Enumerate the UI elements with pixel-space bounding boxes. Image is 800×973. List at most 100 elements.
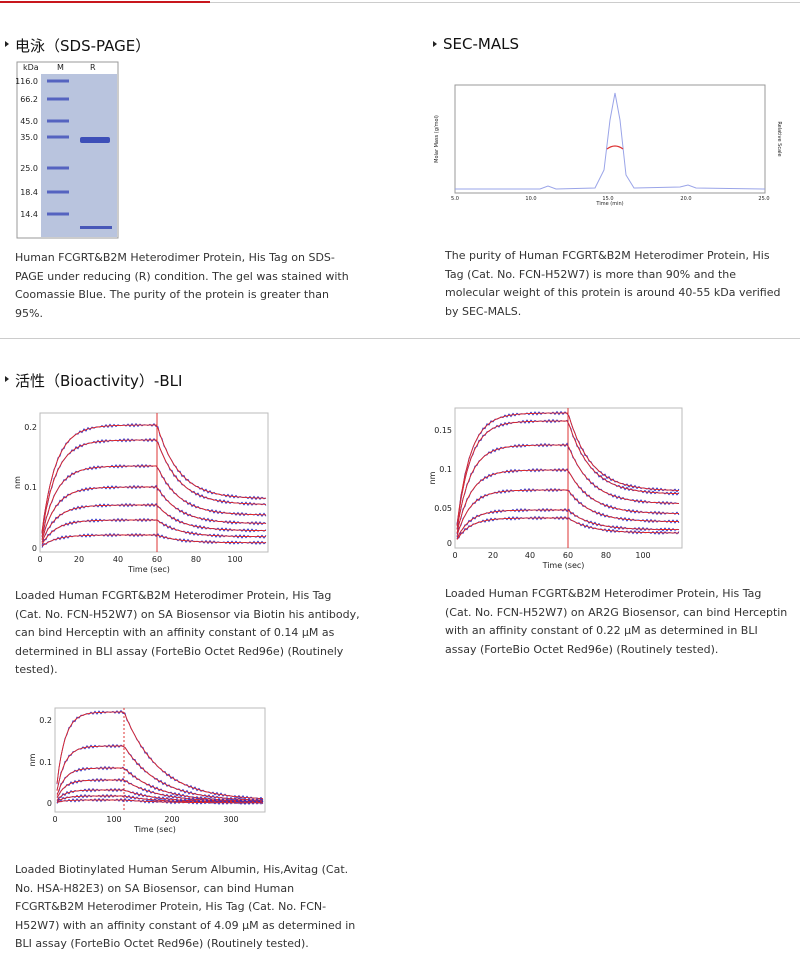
tick-label: 80 xyxy=(601,551,611,560)
marker-band xyxy=(47,190,69,194)
axis-label: nm xyxy=(13,476,22,489)
axis-label: Time (sec) xyxy=(127,565,170,574)
sensorgram xyxy=(56,767,263,802)
caption: Human FCGRT&B2M Heterodimer Protein, His… xyxy=(15,251,349,320)
marker-band xyxy=(47,119,69,123)
tick-label: 20.0 xyxy=(680,196,691,202)
tick-label: 0.2 xyxy=(24,423,37,432)
sensorgram xyxy=(456,420,679,527)
tick-label: 25.0 xyxy=(758,196,769,202)
marker-band xyxy=(47,135,69,139)
tick-label: 0 xyxy=(37,555,42,564)
sensorgram xyxy=(56,711,264,800)
sensorgram xyxy=(456,517,679,540)
axis-label: Time (sec) xyxy=(542,561,585,570)
tick-label: 0 xyxy=(52,815,57,824)
section-heading: 活性（Bioactivity）-BLI xyxy=(4,372,183,390)
sensorgram xyxy=(41,502,267,543)
band xyxy=(80,137,110,143)
tick-label: 15.0 xyxy=(602,196,613,202)
sensorgram xyxy=(41,437,267,534)
sensorgram xyxy=(456,489,680,536)
marker-band xyxy=(47,79,69,83)
caption: Loaded Human FCGRT&B2M Heterodimer Prote… xyxy=(445,587,788,656)
axis-label: Relative Scale xyxy=(776,121,782,156)
axis-label: nm xyxy=(428,471,437,484)
trace xyxy=(606,145,624,150)
tick-label: 200 xyxy=(164,815,179,824)
caption: Loaded Biotinylated Human Serum Albumin,… xyxy=(15,863,356,950)
caption: Loaded Human FCGRT&B2M Heterodimer Prote… xyxy=(15,589,360,676)
tick-label: 0 xyxy=(47,799,52,808)
caption: The purity of Human FCGRT&B2M Heterodime… xyxy=(445,249,781,318)
sensorgram xyxy=(41,519,266,545)
marker-band xyxy=(47,212,69,216)
plot-frame xyxy=(454,84,766,194)
sensorgram xyxy=(41,465,266,538)
tick-label: 0.05 xyxy=(434,504,452,513)
gel-header: R xyxy=(90,63,96,72)
axis-label: Time (sec) xyxy=(133,825,176,834)
tick-label: 100 xyxy=(106,815,121,824)
section-heading: SEC-MALS xyxy=(433,35,519,53)
tick-label: 100 xyxy=(227,555,242,564)
sensorgram xyxy=(41,439,266,534)
marker-label: 25.0 xyxy=(20,164,38,173)
marker-label: 45.0 xyxy=(20,117,38,126)
sensorgram xyxy=(56,799,263,804)
gel-body xyxy=(41,74,117,237)
bli-chart: 0 0.05 0.1 0.15 0 20 40 60 80 100 Time (sec) nm xyxy=(428,407,683,570)
tick-label: 0.2 xyxy=(39,716,52,725)
sensorgram xyxy=(41,486,266,541)
bli-chart: 0 0.1 0.2 0 20 40 60 80 100 Time (sec) nm xyxy=(13,412,269,574)
tick-label: 0 xyxy=(447,539,452,548)
sensorgram xyxy=(456,412,679,526)
tick-label: 0.1 xyxy=(24,483,37,492)
sec-chart: Molar Mass (g/mol) Relative Scale Time (… xyxy=(434,84,782,207)
trace xyxy=(455,92,766,190)
band xyxy=(80,226,112,229)
tick-label: 0.15 xyxy=(434,426,452,435)
tick-label: 0 xyxy=(452,551,457,560)
tick-label: 0 xyxy=(32,544,37,553)
top-accent xyxy=(0,1,210,3)
tick-label: 20 xyxy=(74,555,84,564)
marker-band xyxy=(47,166,69,170)
bli-chart: 0 0.1 0.2 0 100 200 300 Time (sec) nm xyxy=(28,707,266,834)
tick-label: 100 xyxy=(635,551,650,560)
tick-label: 40 xyxy=(113,555,123,564)
tick-label: 0.1 xyxy=(439,465,452,474)
divider xyxy=(0,338,800,339)
sensorgram xyxy=(456,444,680,530)
tick-label: 40 xyxy=(525,551,535,560)
gel-header: kDa xyxy=(23,63,39,72)
axis-label: Molar Mass (g/mol) xyxy=(434,115,440,163)
sensorgram xyxy=(56,745,263,801)
tick-label: 300 xyxy=(223,815,238,824)
section-heading: 电泳（SDS-PAGE） xyxy=(4,37,151,55)
marker-label: 14.4 xyxy=(20,210,38,219)
tick-label: 10.0 xyxy=(525,196,536,202)
marker-label: 66.2 xyxy=(20,95,38,104)
sensorgram xyxy=(41,504,266,543)
tick-label: 5.0 xyxy=(451,196,459,202)
sensorgram xyxy=(41,534,266,547)
marker-band xyxy=(47,97,69,101)
gel-image: kDa M R 116.0 66.2 45.0 35.0 25.0 18.4 14.4 xyxy=(15,61,119,239)
sensorgram xyxy=(456,469,680,534)
tick-label: 80 xyxy=(191,555,201,564)
tick-label: 0.1 xyxy=(39,758,52,767)
sensorgram xyxy=(456,509,680,539)
marker-label: 35.0 xyxy=(20,133,38,142)
axis-label: nm xyxy=(28,753,37,766)
sensorgram xyxy=(41,424,267,532)
marker-label: 116.0 xyxy=(15,77,38,86)
top-rule xyxy=(0,2,800,3)
tick-label: 60 xyxy=(563,551,573,560)
tick-label: 60 xyxy=(152,555,162,564)
marker-label: 18.4 xyxy=(20,188,38,197)
plot-frame xyxy=(39,412,269,553)
gel-header: M xyxy=(57,63,64,72)
